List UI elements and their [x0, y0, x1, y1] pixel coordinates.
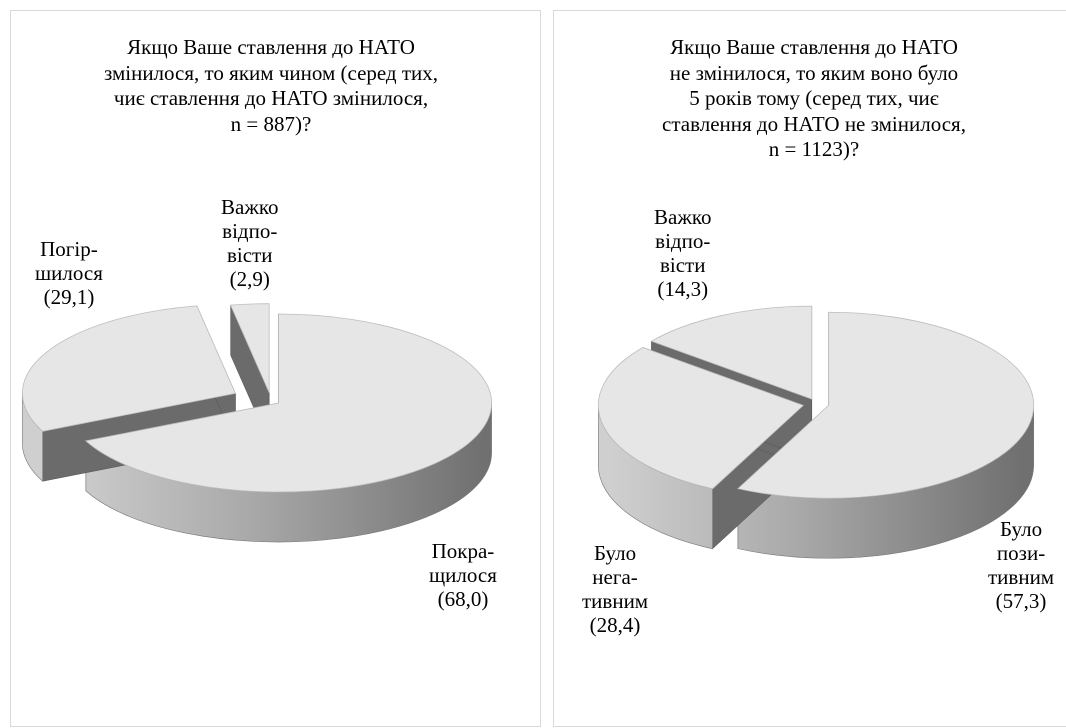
slice-worsened: [22, 305, 236, 432]
label-line: (68,0): [437, 587, 489, 611]
slice-hard-to-say: [650, 305, 813, 400]
pie-chart-left: [22, 303, 492, 543]
chart-panel-left: Якщо Ваше ставлення до НАТО змінилося, т…: [10, 10, 541, 727]
chart-panel-right: Якщо Ваше ставлення до НАТО не змінилося…: [553, 10, 1066, 727]
label-line: (2,9): [229, 267, 270, 291]
slice-was-positive: [737, 311, 1035, 499]
title-line: не змінилося, то яким воно було: [669, 60, 959, 85]
label-line: (28,4): [589, 613, 641, 637]
label-line: відпо-: [222, 219, 278, 243]
label-line: нега-: [592, 565, 638, 589]
label-was-positive: Було пози- тивним (57,3): [988, 517, 1054, 613]
title-line: Якщо Ваше ставлення до НАТО: [127, 35, 415, 59]
slice-improved: [84, 313, 492, 493]
title-line: Якщо Ваше ставлення до НАТО: [670, 35, 958, 59]
label-line: (29,1): [43, 285, 95, 309]
title-line: n = 1123)?: [768, 137, 860, 161]
label-line: Було: [1000, 517, 1043, 541]
label-line: віcти: [659, 253, 706, 277]
label-line: Важко: [654, 205, 712, 229]
chart-title: Якщо Ваше ставлення до НАТО не змінилося…: [594, 35, 1034, 163]
label-line: (57,3): [995, 589, 1047, 613]
label-was-negative: Було нега- тивним (28,4): [582, 541, 648, 637]
chart-title: Якщо Ваше ставлення до НАТО змінилося, т…: [61, 35, 481, 137]
slice-hard-to-say: [229, 303, 270, 393]
title-line: n = 887)?: [230, 111, 312, 136]
label-line: Було: [594, 541, 637, 565]
label-line: Важко: [221, 195, 279, 219]
label-line: тивним: [582, 589, 649, 613]
label-line: тивним: [988, 565, 1055, 589]
title-line: ставлення до НАТО не змінилося,: [662, 111, 966, 136]
label-line: віcти: [226, 243, 273, 267]
title-line: 5 років тому (серед тих, чиє: [689, 86, 939, 110]
label-hard-to-say: Важко відпо- віcти (14,3): [654, 205, 711, 301]
label-line: пози-: [996, 541, 1046, 565]
label-line: Погір-: [40, 237, 98, 261]
label-line: щилося: [429, 563, 497, 587]
label-line: Покра-: [431, 539, 495, 563]
label-improved: Покра- щилося (68,0): [429, 539, 497, 611]
label-worsened: Погір- шилося (29,1): [35, 237, 103, 309]
title-line: змінилося, то яким чином (серед тих,: [103, 60, 439, 85]
label-line: шилося: [35, 261, 103, 285]
slice-was-negative: [597, 347, 805, 490]
label-hard-to-say: Важко відпо- віcти (2,9): [221, 195, 278, 291]
label-line: відпо-: [655, 229, 711, 253]
title-line: чиє ставлення до НАТО змінилося,: [113, 86, 429, 110]
label-line: (14,3): [657, 277, 709, 301]
pie-chart-right: [597, 305, 1035, 559]
